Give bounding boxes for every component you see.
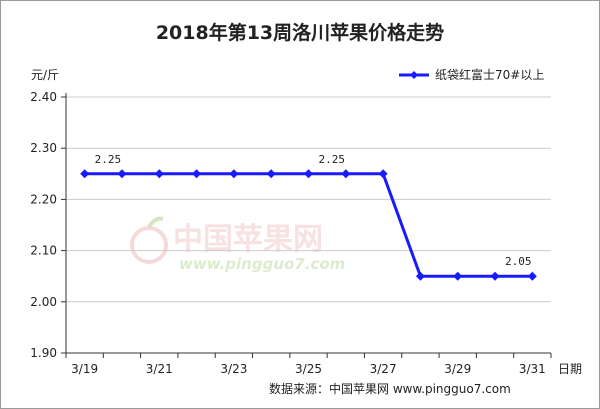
chart-title: 2018年第13周洛川苹果价格走势 — [156, 21, 444, 44]
y-tick-label: 2.40 — [30, 90, 57, 104]
legend: 纸袋红富士70#以上 — [399, 67, 544, 82]
legend-series-name: 纸袋红富士70#以上 — [435, 67, 544, 82]
data-label: 2.25 — [319, 153, 346, 166]
data-point-marker — [490, 271, 500, 281]
x-tick-labels: 3/19 3/21 3/23 3/25 3/27 3/29 3/31 — [71, 362, 546, 376]
y-tick-label: 2.00 — [30, 295, 57, 309]
x-tick-label: 3/27 — [370, 362, 397, 376]
apple-logo-icon — [130, 216, 168, 264]
x-tick-label: 3/29 — [444, 362, 471, 376]
data-point-marker — [341, 169, 351, 179]
x-tick-label: 3/31 — [519, 362, 546, 376]
y-tick-label: 2.30 — [30, 141, 57, 155]
x-tick-label: 3/21 — [146, 362, 173, 376]
y-axis-unit-label: 元/斤 — [31, 68, 59, 82]
data-point-marker — [154, 169, 164, 179]
data-labels: 2.25 2.25 2.05 — [95, 153, 532, 268]
data-point-marker — [266, 169, 276, 179]
data-point-marker — [527, 271, 537, 281]
data-point-marker — [453, 271, 463, 281]
watermark-url: www.pingguo7.com — [179, 255, 345, 273]
watermark-name: 中国苹果网 — [173, 222, 323, 257]
data-point-marker — [378, 169, 388, 179]
data-point-marker — [80, 169, 90, 179]
x-tick-label: 3/25 — [295, 362, 322, 376]
axes — [61, 93, 552, 358]
data-point-marker — [304, 169, 313, 179]
x-tick-label: 3/23 — [220, 362, 247, 376]
y-tick-labels: 2.40 2.30 2.20 2.10 2.00 1.90 — [30, 90, 57, 360]
x-axis-label: 日期 — [558, 362, 582, 376]
watermark-logo: 中国苹果网 www.pingguo7.com — [130, 216, 345, 273]
data-point-marker — [229, 169, 239, 179]
data-label: 2.25 — [95, 153, 122, 166]
data-point-marker — [415, 271, 425, 281]
data-point-marker — [117, 169, 127, 179]
data-source-note: 数据来源：中国苹果网 www.pingguo7.com — [269, 381, 511, 396]
data-label: 2.05 — [505, 255, 532, 268]
series-layer — [80, 169, 537, 281]
x-tick-label: 3/19 — [71, 362, 98, 376]
y-tick-label: 2.10 — [30, 244, 57, 258]
legend-marker-icon — [410, 71, 418, 79]
y-tick-label: 2.20 — [30, 192, 57, 206]
y-tick-label: 1.90 — [30, 346, 57, 360]
grid-lines — [66, 96, 551, 303]
data-point-marker — [192, 169, 202, 179]
